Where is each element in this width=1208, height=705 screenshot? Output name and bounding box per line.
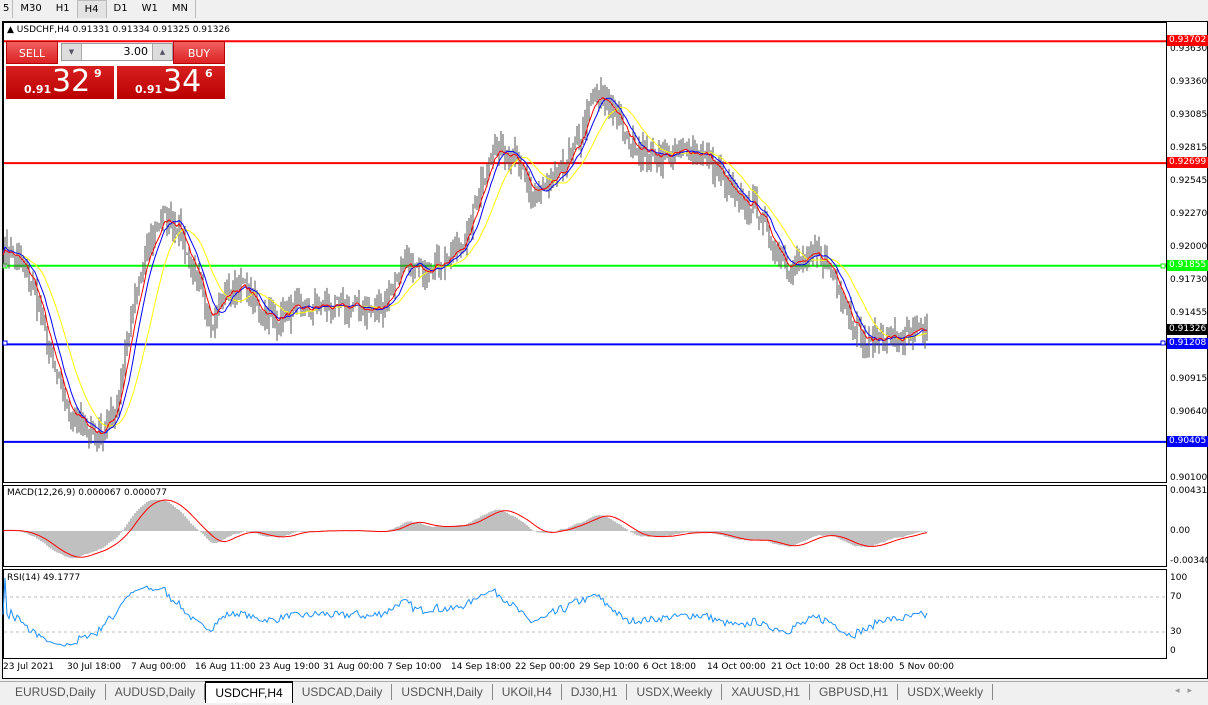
price-axis-label: 0.90640 bbox=[1170, 407, 1208, 418]
time-axis-label: 7 Aug 00:00 bbox=[131, 662, 186, 672]
timeframe-h1[interactable]: H1 bbox=[55, 3, 70, 14]
timeframe-toolbar: 5 M30 H1 H4 D1 W1 MN bbox=[0, 0, 1208, 18]
moving-average-mid bbox=[2, 97, 928, 434]
time-axis-label: 6 Oct 18:00 bbox=[643, 662, 696, 672]
rsi-axis-label: 70 bbox=[1170, 592, 1182, 602]
tab-scroll-arrows[interactable]: ◂▸ bbox=[1174, 686, 1200, 696]
buy-price-pip: 6 bbox=[205, 67, 213, 80]
tab-usdchf-h4[interactable]: USDCHF,H4 bbox=[205, 681, 293, 703]
tab-xauusd-h1[interactable]: XAUUSD,H1 bbox=[722, 684, 810, 700]
rsi-axis-label: 100 bbox=[1170, 573, 1188, 583]
moving-average-fast bbox=[2, 96, 928, 435]
time-axis-label: 29 Sep 10:00 bbox=[579, 662, 640, 672]
sell-price-pip: 9 bbox=[94, 67, 102, 80]
timeframe-d1[interactable]: D1 bbox=[113, 3, 128, 14]
sell-button[interactable]: SELL bbox=[6, 41, 58, 64]
volume-input[interactable]: 3.00 bbox=[123, 45, 149, 58]
time-axis-label: 7 Sep 10:00 bbox=[387, 662, 442, 672]
time-axis-label: 5 Nov 00:00 bbox=[899, 662, 954, 672]
sell-price-prefix: 0.91 bbox=[24, 83, 52, 96]
rsi-axis-label: 30 bbox=[1170, 627, 1182, 637]
macd-axis-label: 0.00431 bbox=[1170, 486, 1208, 496]
current-price-label: 0.91326 bbox=[1167, 324, 1208, 335]
price-axis-label: 0.93630 bbox=[1170, 44, 1208, 54]
time-axis-label: 21 Oct 10:00 bbox=[771, 662, 830, 672]
rsi-pane[interactable] bbox=[3, 569, 1167, 659]
divider bbox=[194, 0, 196, 18]
time-axis-label: 30 Jul 18:00 bbox=[67, 662, 121, 672]
tab-usdx-weekly-2[interactable]: USDX,Weekly bbox=[898, 684, 994, 700]
hline-price-label: 0.90405 bbox=[1167, 435, 1208, 447]
moving-average-slow bbox=[2, 106, 928, 427]
one-click-trade-panel: SELL ▼ 3.00 ▲ BUY 0.91 32 9 0.91 34 6 bbox=[6, 41, 225, 99]
price-axis-label: 0.92270 bbox=[1170, 209, 1208, 220]
timeframe-w1[interactable]: W1 bbox=[141, 3, 158, 14]
divider bbox=[12, 0, 14, 18]
price-axis-label: 0.90100 bbox=[1170, 473, 1208, 483]
volume-up-icon[interactable]: ▲ bbox=[152, 44, 172, 60]
price-axis-label: 0.92000 bbox=[1170, 242, 1208, 253]
time-axis-label: 28 Oct 18:00 bbox=[835, 662, 894, 672]
timeframe-m30[interactable]: M30 bbox=[20, 3, 42, 14]
chart-tabs: EURUSD,Daily AUDUSD,Daily USDCHF,H4 USDC… bbox=[0, 681, 1208, 705]
sell-price[interactable]: 0.91 32 9 bbox=[6, 64, 114, 99]
line-anchor-icon bbox=[1160, 263, 1166, 269]
price-axis-label: 0.91455 bbox=[1170, 308, 1208, 319]
rsi-line bbox=[2, 577, 928, 647]
price-axis-label: 0.92815 bbox=[1170, 143, 1208, 154]
price-axis-label: 0.93360 bbox=[1170, 76, 1208, 87]
buy-price[interactable]: 0.91 34 6 bbox=[117, 64, 225, 99]
time-axis-label: 14 Oct 00:00 bbox=[707, 662, 766, 672]
tab-dj30-h1[interactable]: DJ30,H1 bbox=[562, 684, 628, 700]
time-axis-label: 31 Aug 00:00 bbox=[323, 662, 384, 672]
line-anchor-icon bbox=[1160, 340, 1166, 346]
line-anchor-icon bbox=[2, 340, 8, 346]
price-axis-label: 0.93085 bbox=[1170, 110, 1208, 121]
tab-usdx-weekly[interactable]: USDX,Weekly bbox=[627, 684, 723, 700]
macd-axis-label: -0.003405 bbox=[1170, 556, 1208, 566]
rsi-axis-label: 0 bbox=[1170, 646, 1176, 656]
time-axis-label: 16 Aug 11:00 bbox=[195, 662, 256, 672]
tab-usdcad-daily[interactable]: USDCAD,Daily bbox=[293, 684, 393, 700]
time-axis-label: 23 Jul 2021 bbox=[3, 662, 54, 672]
price-axis-label: 0.91730 bbox=[1170, 274, 1208, 285]
price-axis-label: 0.90915 bbox=[1170, 373, 1208, 384]
symbol-quote: USDCHF,H4 0.91331 0.91334 0.91325 0.9132… bbox=[16, 25, 230, 35]
macd-axis-label: 0.00 bbox=[1170, 526, 1191, 536]
buy-price-big: 34 bbox=[163, 64, 202, 99]
volume-stepper[interactable]: ▼ 3.00 ▲ bbox=[61, 43, 173, 61]
tab-usdcnh-daily[interactable]: USDCNH,Daily bbox=[392, 684, 493, 700]
timeframe-mn[interactable]: MN bbox=[171, 3, 188, 14]
time-axis-label: 23 Aug 19:00 bbox=[259, 662, 320, 672]
macd-header: MACD(12,26,9) 0.000067 0.000077 bbox=[7, 488, 167, 498]
tab-ukoil-h4[interactable]: UKOil,H4 bbox=[493, 684, 562, 700]
time-axis-label: 14 Sep 18:00 bbox=[451, 662, 512, 672]
time-axis-label: 22 Sep 00:00 bbox=[515, 662, 576, 672]
hline-price-label: 0.91208 bbox=[1167, 338, 1208, 350]
buy-price-prefix: 0.91 bbox=[135, 83, 163, 96]
tab-eurusd-daily[interactable]: EURUSD,Daily bbox=[6, 684, 106, 700]
timeframe-m5[interactable]: 5 bbox=[3, 3, 10, 14]
price-axis-label: 0.92545 bbox=[1170, 175, 1208, 186]
buy-button[interactable]: BUY bbox=[173, 41, 225, 64]
sell-price-big: 32 bbox=[52, 64, 91, 99]
timeframe-h4[interactable]: H4 bbox=[76, 0, 107, 18]
symbol-header: ▲ USDCHF,H4 0.91331 0.91334 0.91325 0.91… bbox=[7, 25, 230, 35]
hline-price-label: 0.92699 bbox=[1167, 157, 1208, 169]
rsi-header: RSI(14) 49.1777 bbox=[7, 573, 81, 583]
macd-signal-line bbox=[2, 499, 928, 558]
volume-down-icon[interactable]: ▼ bbox=[62, 44, 82, 60]
tab-gbpusd-h1[interactable]: GBPUSD,H1 bbox=[810, 684, 899, 700]
hline-price-label: 0.91855 bbox=[1167, 259, 1208, 271]
tab-audusd-daily[interactable]: AUDUSD,Daily bbox=[106, 684, 206, 700]
hline-price-label: 0.93702 bbox=[1167, 35, 1208, 47]
